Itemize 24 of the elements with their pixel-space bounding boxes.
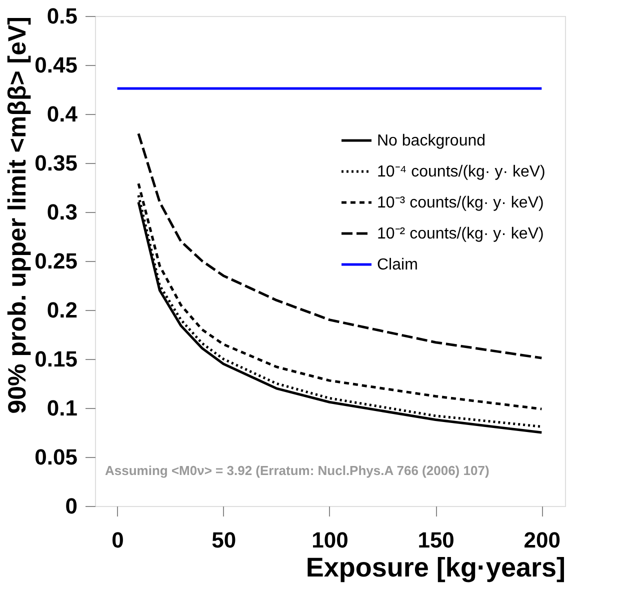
- legend-label: No background: [377, 132, 486, 150]
- y-tick-label: 0.3: [46, 200, 78, 224]
- y-tick-label: 0: [65, 494, 78, 518]
- y-axis-title: 90% prob. upper limit <mββ> [eV]: [4, 16, 32, 414]
- x-tick-label: 50: [212, 528, 236, 552]
- y-tick-label: 0.1: [46, 396, 78, 420]
- annotation: Assuming <M0ν> = 3.92 (Erratum: Nucl.Phys.A 766 (2006) 107): [105, 463, 490, 478]
- x-axis-title: Exposure [kg·years]: [306, 552, 566, 582]
- x-tick-label: 200: [524, 528, 561, 552]
- y-tick-label: 0.45: [34, 52, 78, 78]
- legend-label: 10⁻² counts/(kg· y· keV): [377, 226, 544, 242]
- y-tick-label: 0.15: [34, 346, 78, 372]
- x-tick-label: 100: [312, 528, 348, 552]
- x-tick-label: 150: [418, 528, 454, 552]
- y-tick-label: 0.35: [34, 150, 78, 176]
- y-tick-label: 0.05: [34, 444, 78, 470]
- legend-label: Claim: [377, 256, 418, 274]
- y-tick-label: 0.4: [46, 102, 78, 126]
- legend-label: 10⁻⁴ counts/(kg· y· keV): [377, 164, 546, 180]
- y-tick-label: 0.2: [46, 298, 78, 322]
- y-tick-label: 0.25: [34, 248, 78, 274]
- legend-label: 10⁻³ counts/(kg· y· keV): [377, 194, 544, 212]
- x-tick-label: 0: [112, 528, 124, 552]
- y-tick-label: 0.5: [46, 4, 78, 28]
